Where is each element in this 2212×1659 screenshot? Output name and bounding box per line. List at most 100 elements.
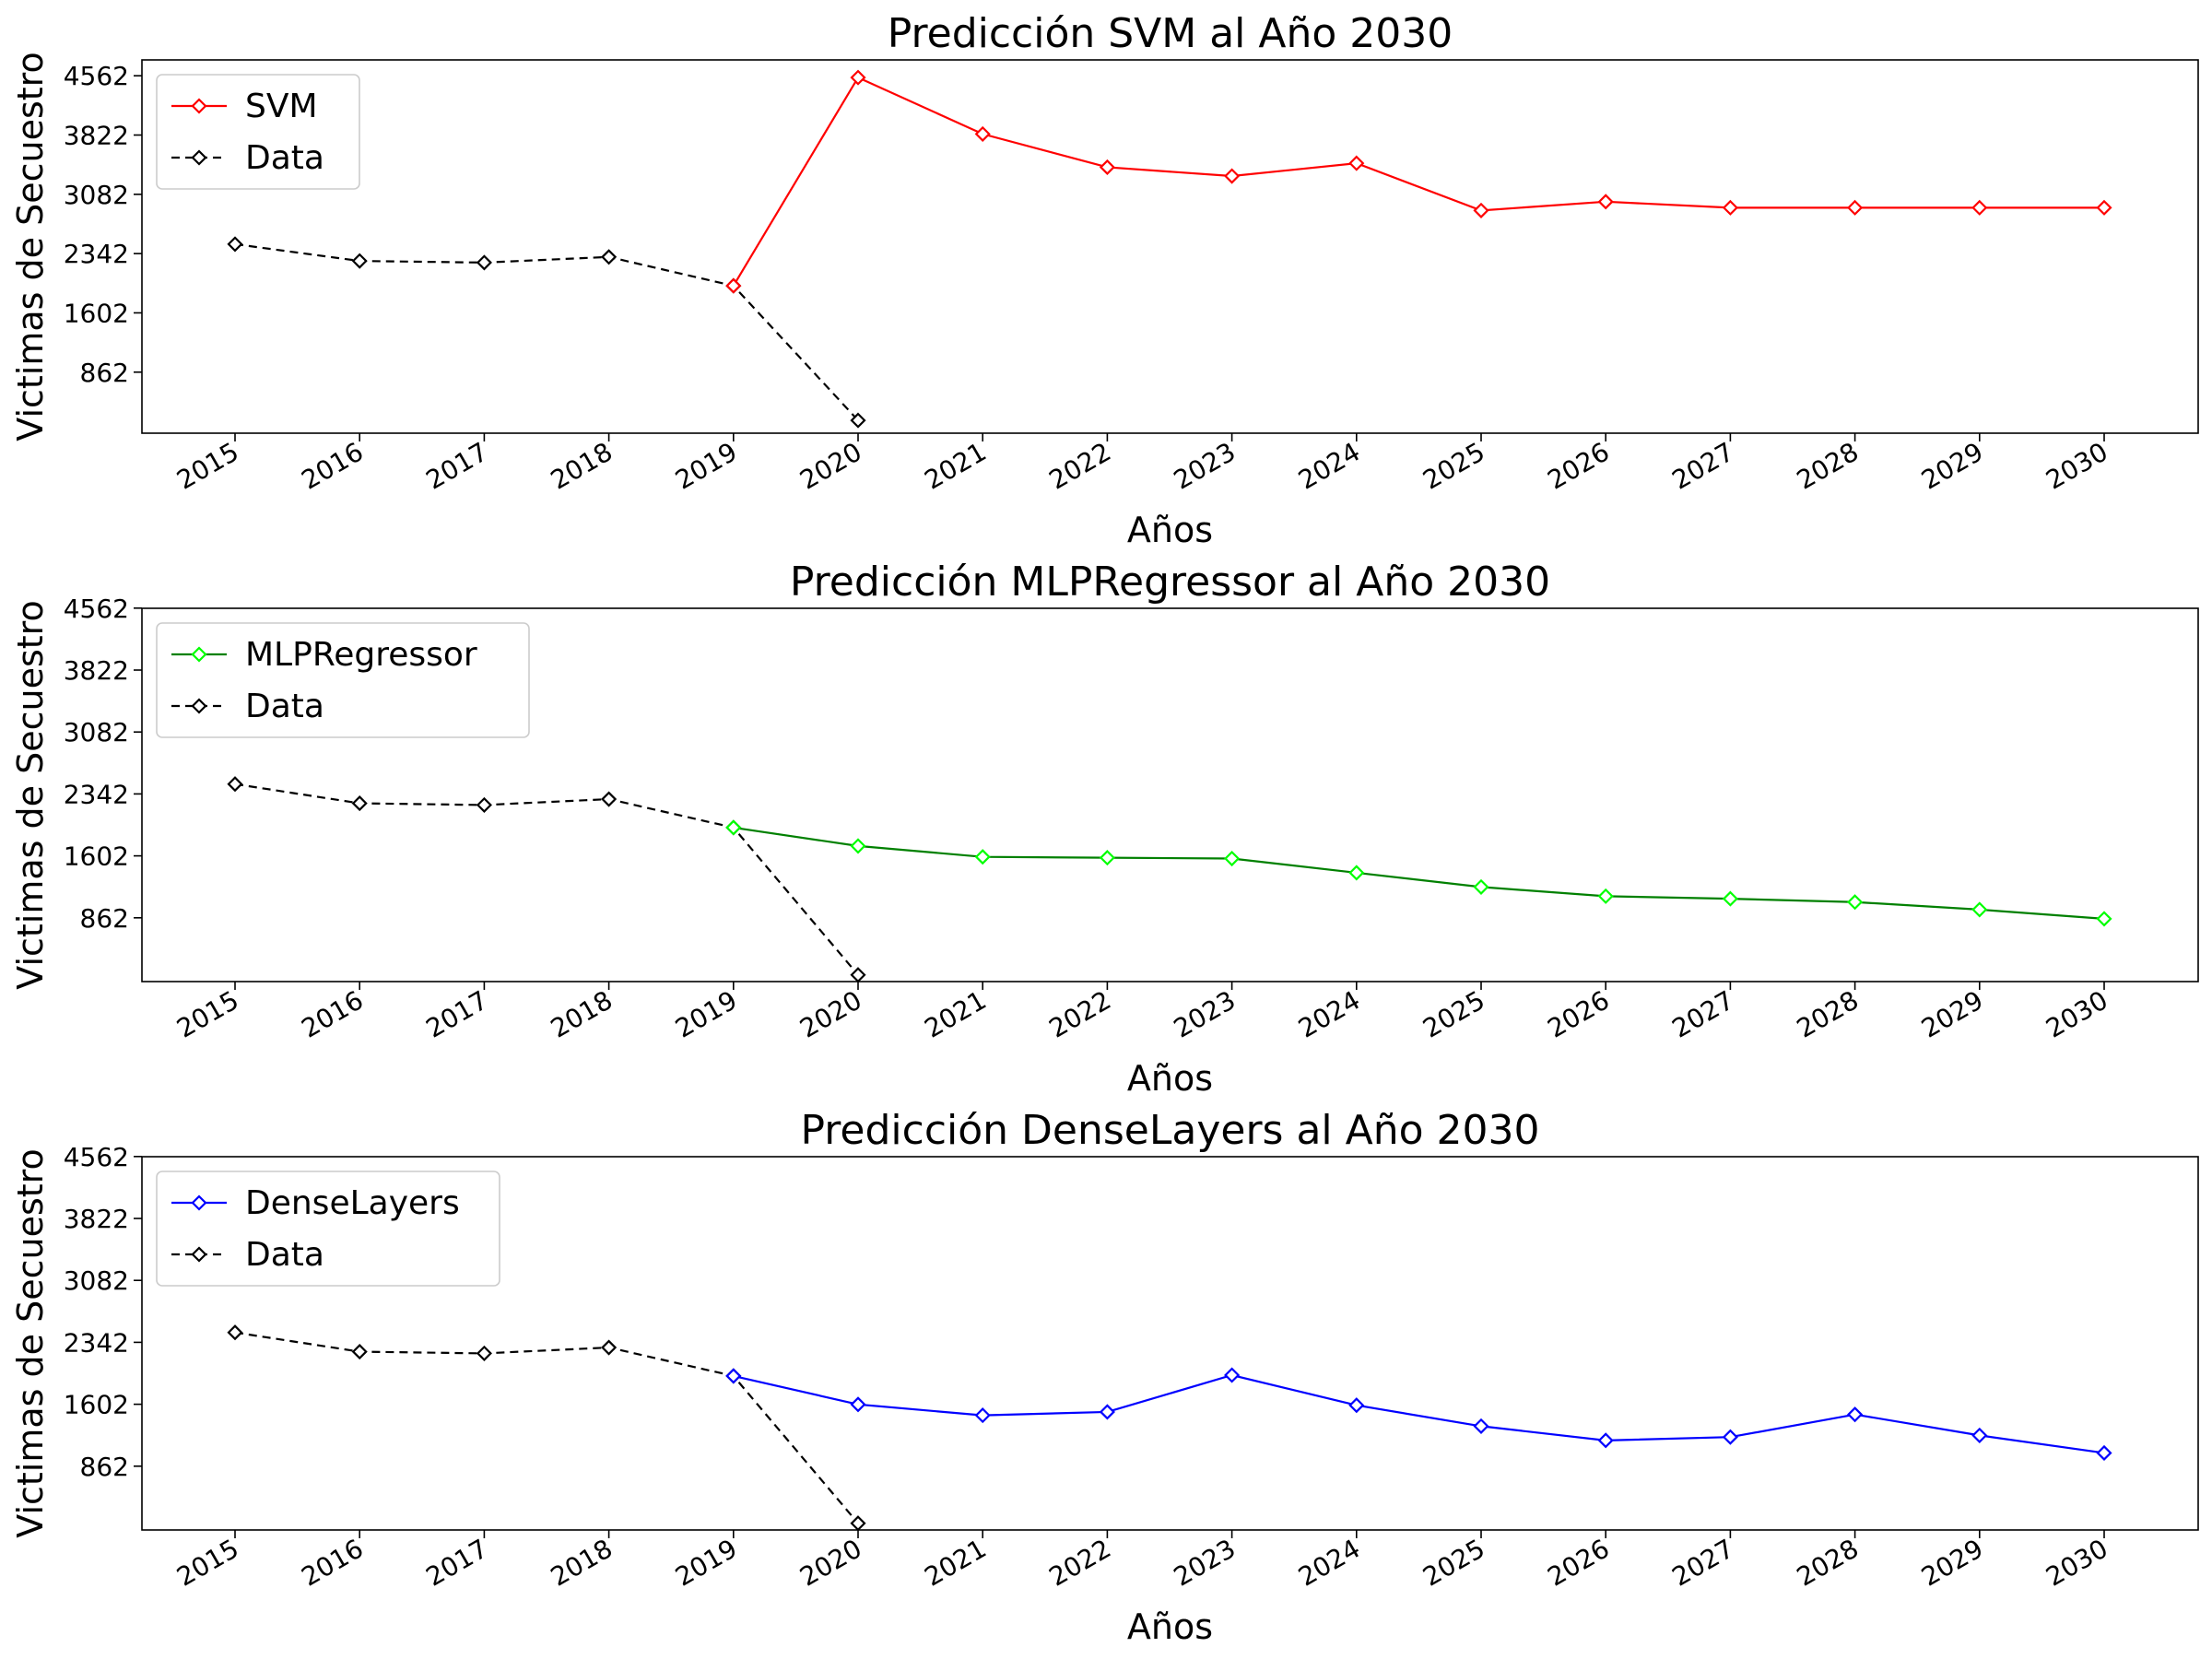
y-tick-label: 3822 <box>64 655 129 686</box>
series-line-data <box>234 1331 859 1524</box>
chart-title: Predicción MLPRegressor al Año 2030 <box>790 559 1550 606</box>
data-point <box>1971 901 1988 918</box>
y-tick-label: 1602 <box>64 841 129 872</box>
x-tick-label: 2021 <box>919 436 991 495</box>
data-point <box>476 1345 492 1361</box>
x-tick-label: 2016 <box>296 1533 368 1592</box>
x-tick-label: 2030 <box>2041 1533 2112 1592</box>
x-tick-label: 2026 <box>1542 1533 1614 1592</box>
x-tick-label: 2023 <box>1169 984 1241 1043</box>
y-tick-label: 2342 <box>64 779 129 809</box>
x-tick-label: 2019 <box>670 436 742 495</box>
data-point <box>601 1339 618 1356</box>
data-point <box>227 236 243 253</box>
x-tick-label: 2017 <box>421 436 493 495</box>
x-tick-label: 2023 <box>1169 1533 1241 1592</box>
y-tick-label: 3082 <box>64 717 129 747</box>
data-point <box>1224 168 1241 184</box>
x-tick-label: 2021 <box>919 1533 991 1592</box>
data-point <box>1099 1404 1115 1420</box>
data-point <box>1597 888 1614 904</box>
x-tick-label: 2024 <box>1293 984 1365 1043</box>
data-point <box>974 1407 991 1424</box>
x-tick-label: 2027 <box>1667 1533 1739 1592</box>
x-tick-label: 2028 <box>1792 1533 1864 1592</box>
data-point <box>1847 199 1864 216</box>
data-point <box>974 849 991 865</box>
x-tick-label: 2023 <box>1169 436 1241 495</box>
x-tick-label: 2022 <box>1044 1533 1116 1592</box>
chart-panel-2: Predicción MLPRegressor al Año 2030 862 16… <box>10 559 2199 1099</box>
data-point <box>850 1515 866 1532</box>
y-tick-label: 4562 <box>64 61 129 91</box>
data-point <box>601 249 618 265</box>
data-point <box>476 796 492 813</box>
x-tick-label: 2026 <box>1542 436 1614 495</box>
data-point <box>1099 159 1115 176</box>
legend-label: Data <box>245 1236 324 1274</box>
series-line-data <box>234 242 859 421</box>
data-point <box>725 277 742 294</box>
data-point <box>1348 865 1365 881</box>
chart-panel-3: Predicción DenseLayers al Año 2030 862 160… <box>10 1107 2199 1647</box>
y-axis-label: Victimas de Secuestro <box>10 1148 51 1537</box>
data-point <box>2096 199 2112 216</box>
y-tick-label: 3082 <box>64 180 129 210</box>
y-tick-label: 4562 <box>64 1142 129 1172</box>
x-tick-label: 2020 <box>794 984 866 1043</box>
data-point <box>1722 1429 1738 1445</box>
x-tick-label: 2018 <box>546 984 618 1043</box>
data-point <box>1722 890 1738 907</box>
series-line-denselayers <box>733 1373 2105 1454</box>
y-tick-label: 3822 <box>64 121 129 151</box>
legend-marker <box>191 149 207 166</box>
data-point <box>476 254 492 271</box>
x-tick-label: 2019 <box>670 984 742 1043</box>
data-point <box>2096 1444 2112 1462</box>
data-point <box>850 1396 866 1413</box>
legend-label: DenseLayers <box>245 1184 460 1222</box>
data-point <box>227 1324 243 1341</box>
data-point <box>1473 1418 1489 1434</box>
x-tick-label: 2030 <box>2041 984 2112 1043</box>
legend-box <box>156 622 530 738</box>
data-point <box>1224 1367 1241 1383</box>
data-point <box>1224 850 1241 867</box>
x-tick-label: 2018 <box>546 1533 618 1592</box>
x-tick-label: 2015 <box>171 984 243 1043</box>
x-tick-label: 2024 <box>1293 1533 1365 1592</box>
legend-marker <box>191 98 207 114</box>
legend-label: Data <box>245 139 324 177</box>
data-point <box>1847 1406 1864 1423</box>
x-tick-label: 2020 <box>794 436 866 495</box>
y-tick-label: 4562 <box>64 594 129 624</box>
series-line-svm <box>732 76 2104 287</box>
x-tick-label: 2015 <box>171 1533 243 1592</box>
x-tick-label: 2030 <box>2041 436 2112 495</box>
data-point <box>351 253 368 269</box>
y-tick-label: 2342 <box>64 239 129 269</box>
x-tick-label: 2025 <box>1418 984 1489 1043</box>
x-tick-label: 2022 <box>1044 436 1116 495</box>
data-point <box>1722 199 1738 216</box>
x-tick-label: 2025 <box>1418 436 1489 495</box>
legend-box <box>156 1171 500 1287</box>
legend-label: Data <box>245 688 324 725</box>
data-point <box>1348 1397 1365 1414</box>
x-tick-label: 2016 <box>296 436 368 495</box>
x-tick-label: 2027 <box>1667 436 1739 495</box>
data-point <box>725 1368 742 1384</box>
x-tick-label: 2017 <box>421 984 493 1043</box>
data-point <box>1348 155 1365 171</box>
data-point <box>850 412 866 429</box>
data-point <box>351 795 368 812</box>
legend-marker <box>191 646 207 663</box>
x-tick-label: 2028 <box>1792 984 1864 1043</box>
data-point <box>850 838 866 854</box>
x-tick-label: 2026 <box>1542 984 1614 1043</box>
plot-frame <box>141 607 2199 982</box>
data-point <box>601 791 618 807</box>
x-tick-label: 2015 <box>171 436 243 495</box>
legend-box <box>156 74 360 190</box>
